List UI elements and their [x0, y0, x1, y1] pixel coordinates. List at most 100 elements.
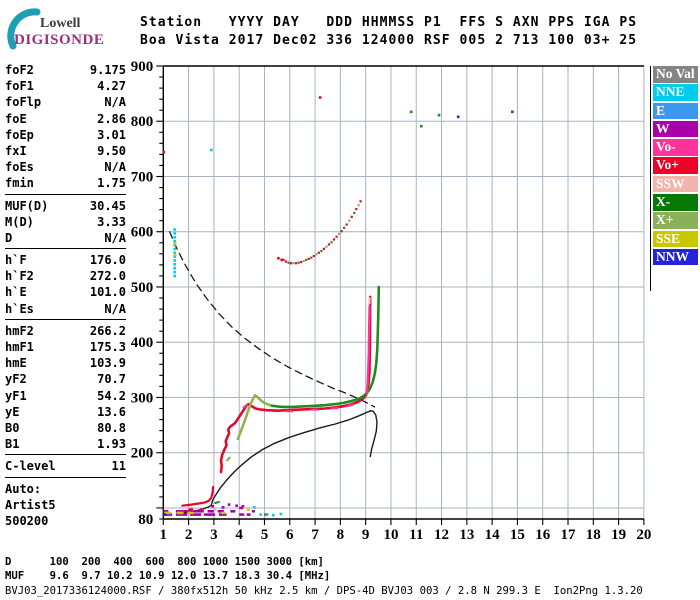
param-row-ye: yE 13.6 — [5, 404, 126, 420]
pink-dash-4 — [345, 403, 354, 408]
parameter-panel: foF2 9.175 foF1 4.27 foFlp N/A foE 2.86 foEp 3.01… — [5, 62, 126, 529]
param-label: M(D) — [5, 214, 34, 229]
param-value: 176.0 — [89, 253, 126, 268]
param-label: yF1 — [5, 388, 27, 403]
param-row-hmf1: hmF1 175.3 — [5, 339, 126, 355]
param-label: B0 — [5, 420, 20, 435]
param-value: N/A — [104, 160, 126, 175]
svg-text:15: 15 — [510, 527, 525, 543]
param-row-foes: foEs N/A — [5, 159, 126, 175]
svg-text:700: 700 — [131, 169, 154, 185]
true-height-profile — [180, 410, 378, 515]
plot-axes — [156, 65, 645, 525]
param-value: N/A — [104, 301, 126, 316]
param-row-foep: foEp 3.01 — [5, 127, 126, 143]
param-value: 266.2 — [89, 323, 126, 338]
param-value: N/A — [104, 95, 126, 110]
legend-item-e: E — [653, 102, 698, 120]
param-row-artist5: Artist5 — [5, 497, 126, 513]
svg-text:1: 1 — [160, 527, 168, 543]
svg-text:80: 80 — [138, 512, 153, 528]
panel-separator — [5, 248, 126, 250]
param-label: MUF(D) — [5, 198, 49, 213]
param-row-b0: B0 80.8 — [5, 420, 126, 436]
legend-item-x-: X- — [653, 194, 698, 211]
svg-text:9: 9 — [362, 527, 370, 543]
param-value: 101.0 — [89, 285, 126, 300]
svg-text:13: 13 — [459, 527, 474, 543]
green-e-dash — [214, 500, 220, 504]
svg-text:3: 3 — [210, 527, 218, 543]
svg-text:300: 300 — [131, 390, 154, 406]
param-row-b1: B1 1.93 — [5, 436, 126, 452]
o-trace-f-region — [219, 295, 372, 474]
svg-text:12: 12 — [434, 527, 449, 543]
param-row-hmf2: hmF2 266.2 — [5, 323, 126, 339]
transmission-curve — [168, 231, 376, 408]
param-label: foFlp — [5, 95, 42, 110]
param-value: 9.50 — [97, 143, 126, 158]
svg-text:2: 2 — [185, 527, 193, 543]
distance-row: D 100 200 400 600 800 1000 1500 3000 [km… — [5, 556, 324, 568]
svg-text:500: 500 — [131, 280, 154, 296]
svg-text:20: 20 — [636, 527, 651, 543]
param-row-fof2: foF2 9.175 — [5, 62, 126, 78]
param-label: hmF2 — [5, 323, 34, 338]
param-row-he: h`E 101.0 — [5, 284, 126, 300]
svg-text:600: 600 — [131, 225, 154, 241]
x-trace-flat — [270, 285, 381, 409]
panel-separator — [5, 193, 126, 195]
echo-noise — [162, 96, 514, 517]
param-label: yF2 — [5, 372, 27, 387]
svg-text:7: 7 — [311, 527, 319, 543]
file-info-statusline: BVJ03_2017336124000.RSF / 380fx512h 50 k… — [5, 585, 643, 597]
plot-gridlines — [162, 65, 645, 519]
param-value: 2.86 — [97, 111, 126, 126]
param-value: 30.45 — [89, 198, 126, 213]
param-row-fxi: fxI 9.50 — [5, 143, 126, 159]
param-label: B1 — [5, 437, 20, 452]
param-value: N/A — [104, 230, 126, 245]
param-label: h`E — [5, 285, 27, 300]
logo-digisonde-text: DIGISONDE — [14, 32, 105, 48]
svg-text:14: 14 — [485, 527, 501, 543]
x-trace-e-bits — [225, 456, 231, 462]
param-label: fmin — [5, 176, 34, 191]
param-value: 3.01 — [97, 127, 126, 142]
pink-dash-3 — [330, 407, 339, 410]
param-label: fxI — [5, 143, 27, 158]
legend-item-sse: SSE — [653, 230, 698, 248]
svg-text:16: 16 — [535, 527, 551, 543]
param-label: foEs — [5, 160, 34, 175]
param-label: D — [5, 230, 13, 245]
param-row-auto: Auto: — [5, 481, 126, 497]
ionogram-traces — [168, 231, 381, 515]
o-vertical-pink — [365, 305, 371, 396]
param-label: foF2 — [5, 63, 34, 77]
param-row-yf1: yF1 54.2 — [5, 388, 126, 404]
param-value: 13.6 — [97, 404, 126, 419]
legend-item-x+: X+ — [653, 212, 698, 229]
param-row-d: D N/A — [5, 230, 126, 246]
svg-text:18: 18 — [586, 527, 601, 543]
header-field-values: Boa Vista 2017 Dec02 336 124000 RSF 005 … — [140, 33, 638, 48]
param-value: 1.93 — [97, 437, 126, 452]
param-label: foE — [5, 111, 27, 126]
param-label: hmE — [5, 356, 27, 371]
svg-text:10: 10 — [383, 527, 398, 543]
param-row-clevel: C-level 11 — [5, 458, 126, 474]
svg-text:17: 17 — [561, 527, 577, 543]
legend-item-ssw: SSW — [653, 175, 698, 193]
legend-item-w: W — [653, 120, 698, 138]
svg-text:19: 19 — [611, 527, 626, 543]
param-value: 11 — [111, 459, 126, 474]
param-row-foflp: foFlp N/A — [5, 94, 126, 110]
param-label: 500200 — [5, 513, 49, 528]
digisonde-logo: Lowell DIGISONDE — [4, 6, 134, 52]
logo-arc-icon — [7, 8, 41, 50]
header-field-names: Station YYYY DAY DDD HHMMSS P1 FFS S AXN… — [140, 15, 638, 30]
param-value: 103.9 — [89, 356, 126, 371]
param-label: hmF1 — [5, 340, 34, 354]
